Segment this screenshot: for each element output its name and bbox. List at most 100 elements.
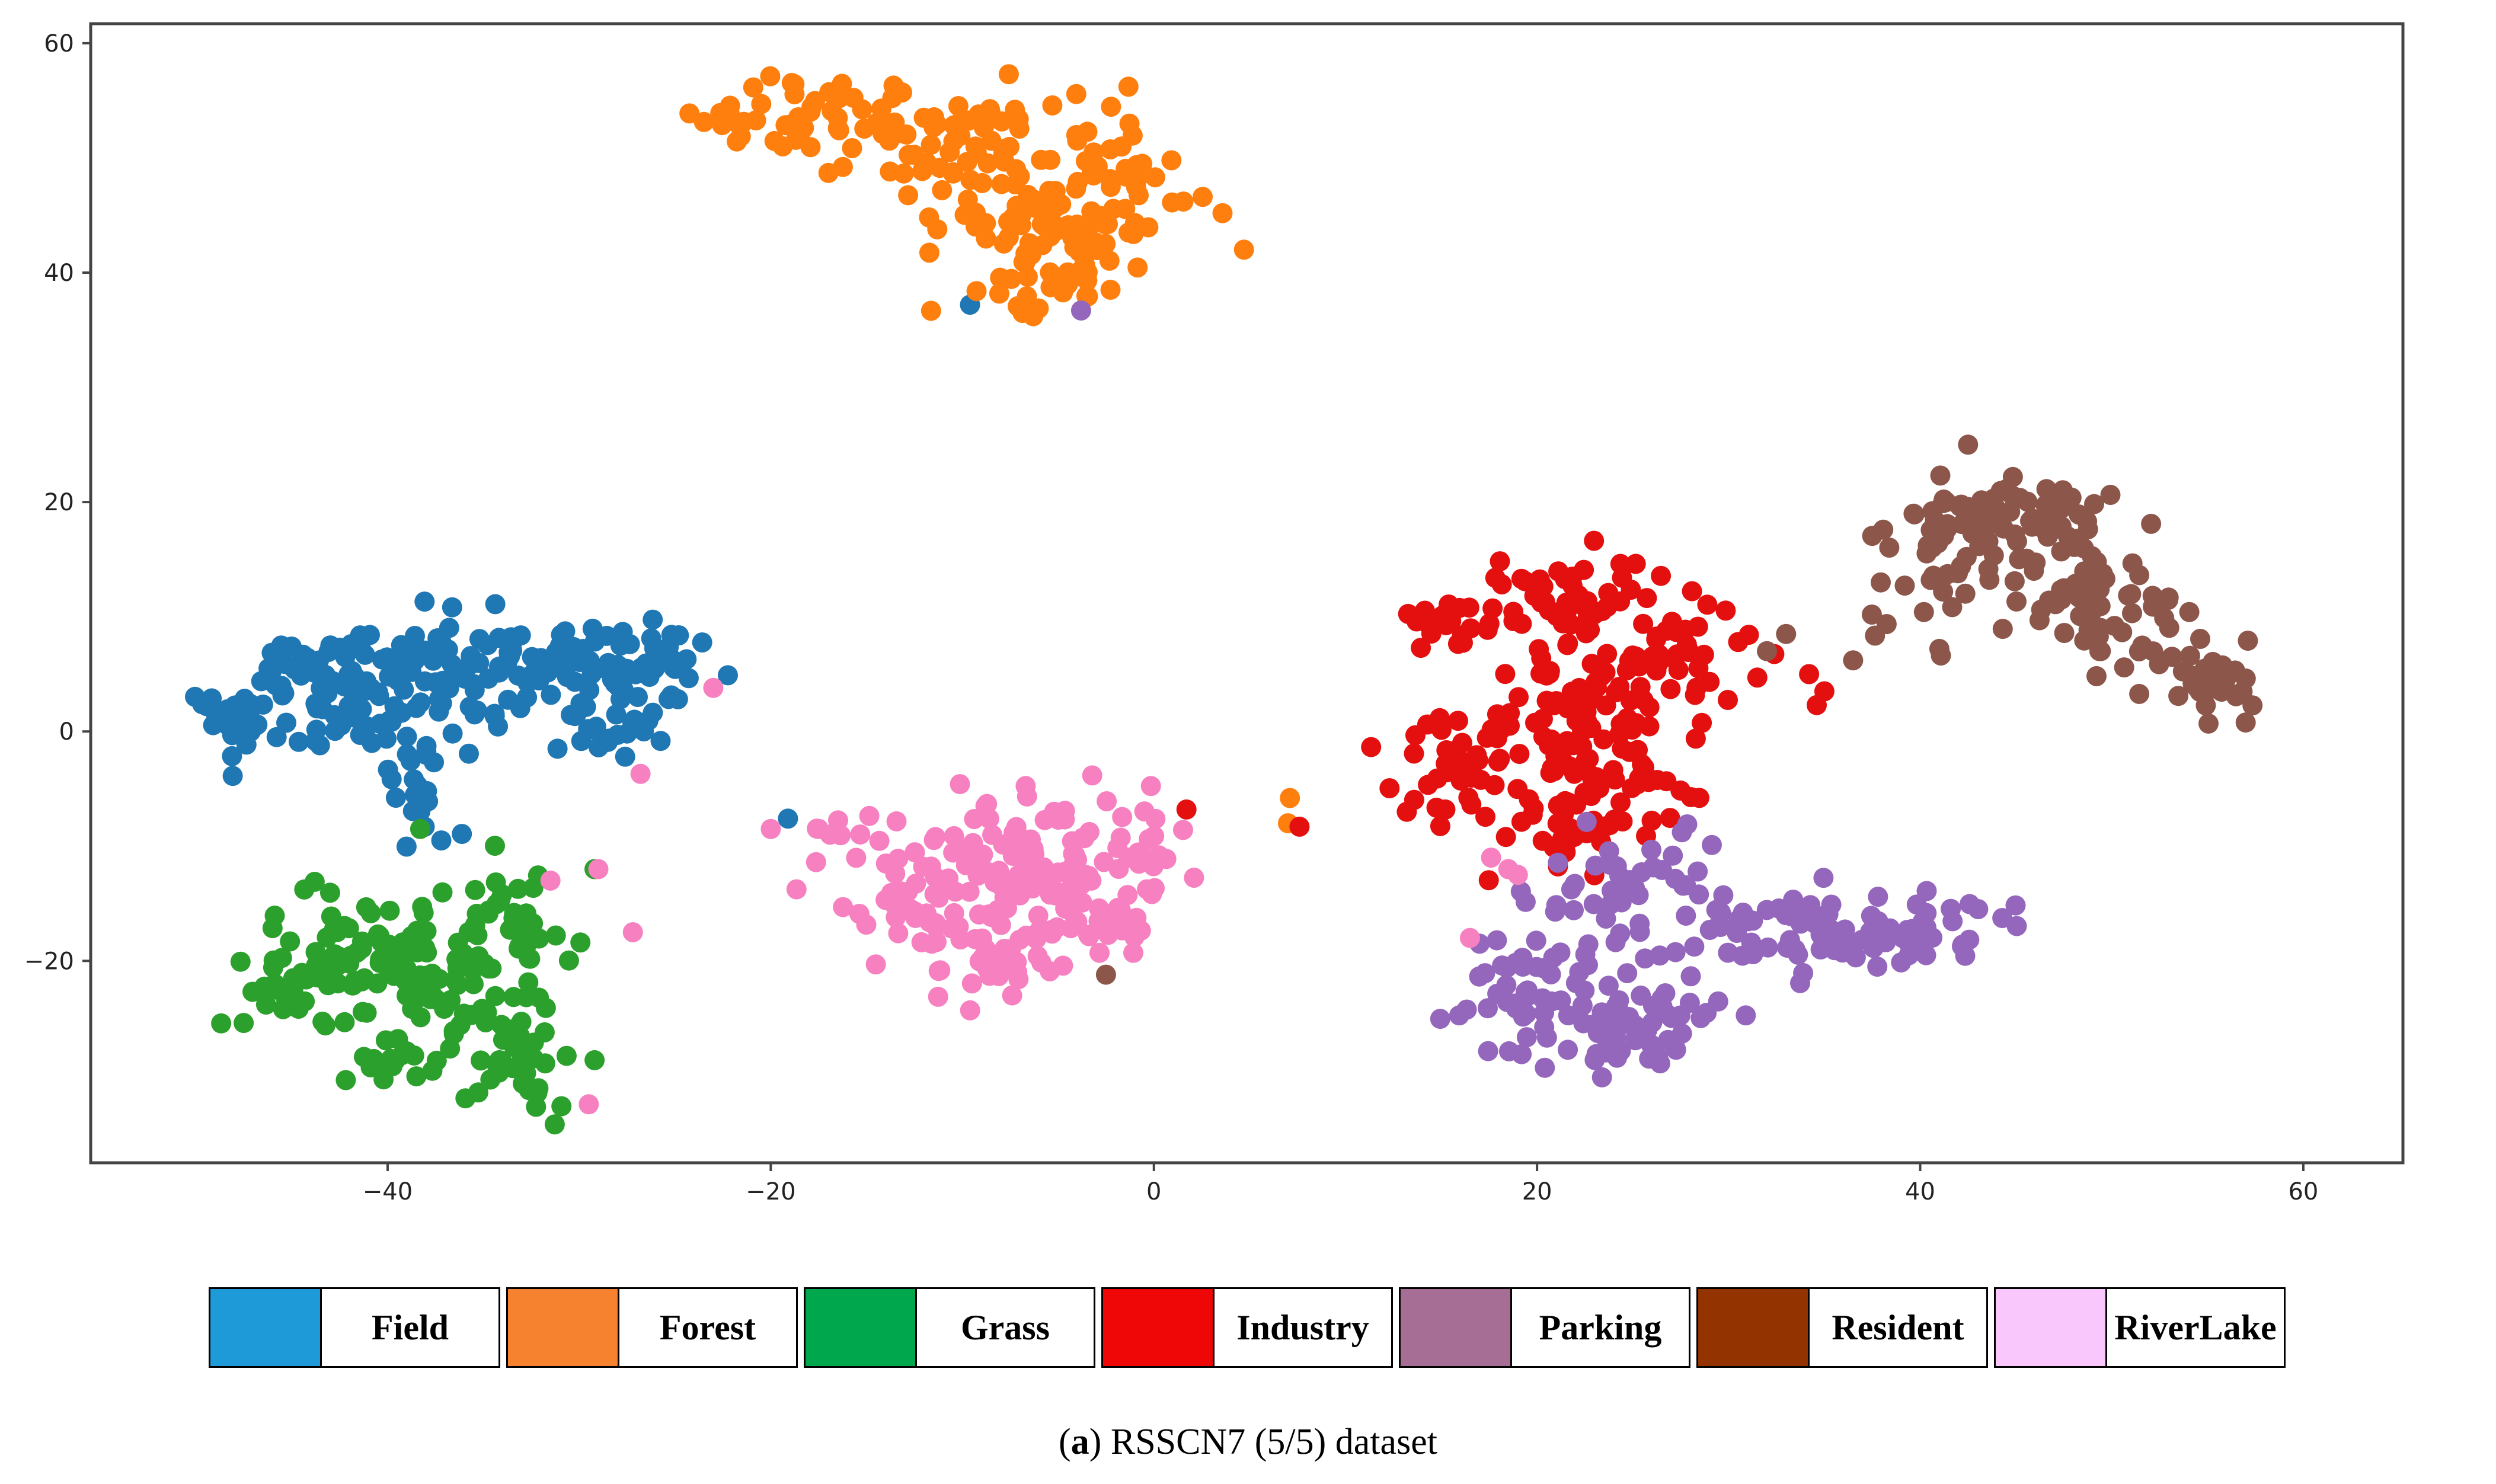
point-riverlake	[1033, 857, 1054, 878]
point-parking	[1617, 963, 1638, 984]
point-resident	[1925, 510, 1945, 531]
point-resident	[1958, 497, 1979, 517]
point-field	[667, 689, 688, 709]
point-grass	[264, 906, 285, 926]
point-field	[461, 646, 481, 666]
point-resident	[1862, 605, 1882, 625]
point-riverlake	[979, 808, 999, 829]
point-industry	[1452, 733, 1472, 753]
point-parking	[1497, 957, 1517, 978]
point-riverlake	[1139, 829, 1159, 849]
point-riverlake	[865, 954, 886, 975]
point-field	[598, 653, 619, 673]
point-resident	[1983, 513, 2004, 533]
point-field	[612, 622, 633, 642]
point-parking	[1475, 963, 1495, 984]
point-field	[391, 702, 412, 723]
point-grass	[394, 944, 415, 965]
point-forest	[896, 124, 917, 145]
point-industry	[1619, 650, 1640, 671]
point-field	[489, 656, 509, 677]
point-parking	[1688, 861, 1708, 882]
point-forest	[1100, 177, 1121, 197]
point-resident	[2089, 641, 2110, 661]
point-resident	[2084, 494, 2104, 514]
point-resident	[2214, 674, 2235, 695]
point-parking	[1625, 1015, 1645, 1035]
x-tick-label: −40	[363, 1178, 413, 1205]
legend-item-riverlake: RiverLake	[1994, 1287, 2286, 1368]
point-riverlake	[886, 907, 906, 928]
point-industry	[1637, 588, 1657, 609]
point-grass	[379, 900, 400, 921]
point-riverlake	[961, 973, 982, 994]
point-riverlake	[1002, 846, 1023, 866]
legend-swatch-riverlake	[1996, 1289, 2107, 1366]
point-field	[643, 609, 663, 630]
point-industry	[1414, 600, 1435, 621]
point-industry	[1523, 798, 1544, 818]
point-forest	[899, 145, 919, 165]
point-industry	[1633, 613, 1654, 634]
point-riverlake	[1156, 849, 1177, 869]
point-riverlake	[994, 887, 1015, 908]
point-parking	[1728, 910, 1749, 930]
point-industry	[1525, 712, 1545, 733]
point-resident	[1979, 570, 2000, 590]
point-grass	[485, 986, 506, 1006]
point-grass	[448, 974, 468, 995]
point-riverlake	[957, 845, 978, 866]
point-forest	[1280, 788, 1300, 808]
point-industry	[1461, 794, 1482, 815]
point-resident	[2053, 480, 2073, 501]
point-field	[432, 693, 452, 714]
x-tick-label: −20	[746, 1178, 795, 1205]
point-forest	[1067, 130, 1088, 151]
point-field	[330, 637, 350, 658]
point-field	[416, 735, 437, 756]
point-resident	[2158, 590, 2178, 610]
point-field	[547, 738, 568, 759]
point-resident	[2100, 485, 2121, 505]
point-grass	[545, 925, 566, 946]
point-grass	[478, 900, 499, 921]
point-resident	[2069, 587, 2089, 608]
point-resident	[2086, 666, 2107, 686]
point-riverlake	[1070, 875, 1091, 895]
point-industry	[1589, 778, 1610, 798]
point-resident	[2232, 682, 2253, 702]
point-resident	[1930, 465, 1951, 486]
point-field	[360, 625, 380, 645]
point-parking	[1510, 881, 1531, 902]
point-resident	[2190, 629, 2210, 649]
point-forest	[1127, 257, 1148, 278]
point-forest	[1044, 215, 1065, 235]
point-riverlake	[905, 901, 925, 922]
point-parking	[1564, 900, 1584, 920]
point-industry	[1405, 725, 1426, 746]
point-industry	[1361, 737, 1382, 757]
point-industry	[1619, 741, 1640, 762]
point-parking	[1677, 814, 1698, 834]
point-parking	[1639, 1048, 1660, 1069]
point-parking	[1664, 1034, 1685, 1054]
point-forest	[1100, 139, 1121, 159]
point-industry	[1379, 778, 1400, 798]
point-field	[564, 671, 585, 692]
point-grass	[558, 950, 579, 971]
point-parking	[1478, 998, 1498, 1019]
point-forest	[921, 135, 941, 155]
point-resident	[2172, 661, 2193, 682]
point-industry	[1682, 581, 1702, 602]
point-grass	[263, 950, 284, 971]
point-field	[611, 689, 631, 709]
point-parking	[1699, 920, 1720, 940]
point-forest	[998, 64, 1019, 85]
point-industry	[1596, 695, 1616, 716]
point-field	[351, 640, 372, 660]
legend-label-forest: Forest	[659, 1307, 756, 1347]
point-field	[442, 597, 462, 618]
caption-close-paren: )	[1089, 1422, 1102, 1462]
point-forest	[743, 77, 763, 98]
point-resident	[2121, 584, 2142, 605]
